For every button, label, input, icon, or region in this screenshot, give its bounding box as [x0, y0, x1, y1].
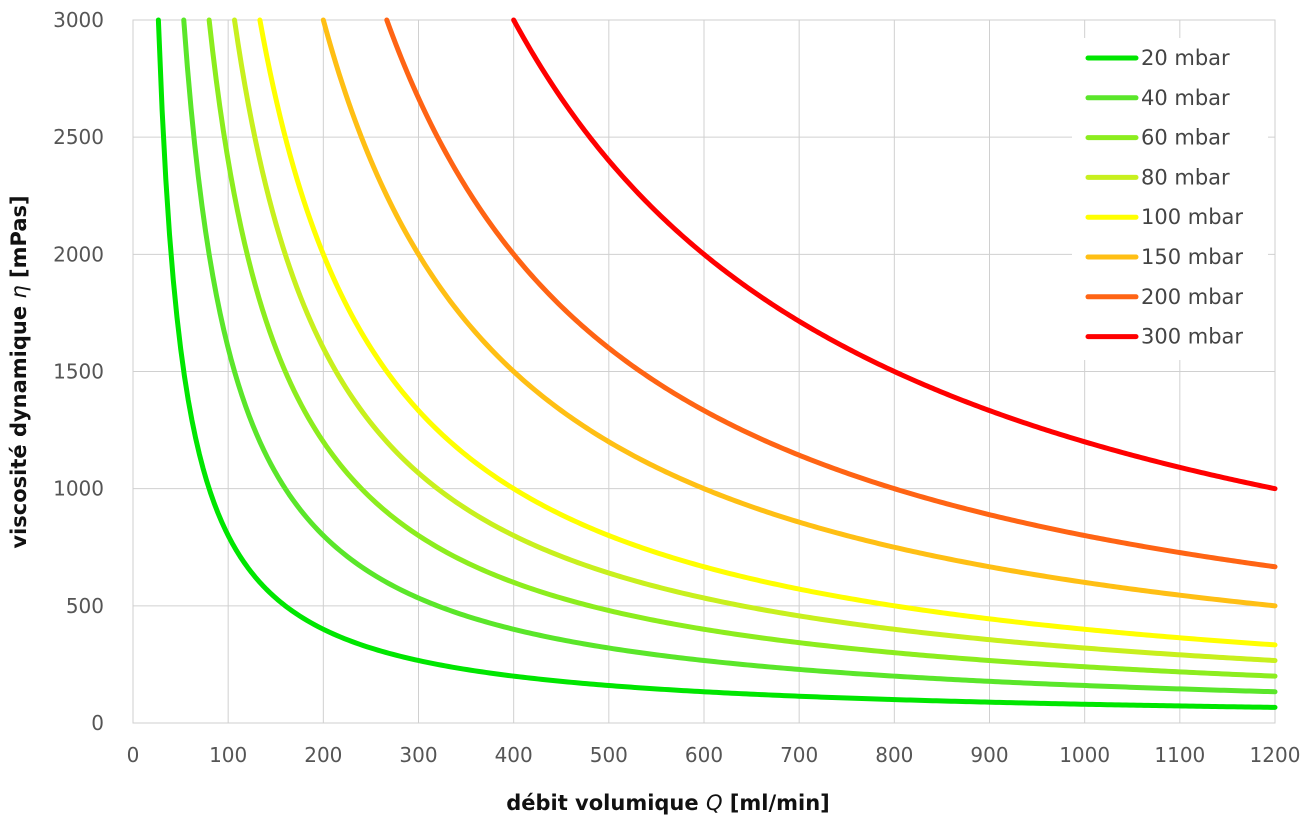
- series-lines: [155, 17, 1278, 710]
- x-tick-label: 900: [970, 743, 1008, 767]
- x-tick-label: 400: [495, 743, 533, 767]
- legend-label: 100 mbar: [1141, 205, 1243, 229]
- series-line-300-mbar: [511, 17, 1278, 492]
- x-tick-label: 800: [875, 743, 913, 767]
- x-tick-label: 100: [209, 743, 247, 767]
- legend: 20 mbar 40 mbar 60 mbar 80 mbar 100 mbar 150 …: [1072, 38, 1268, 360]
- plot-border: [132, 19, 1276, 724]
- x-tick-label: 1100: [1154, 743, 1205, 767]
- legend-label: 200 mbar: [1141, 285, 1243, 309]
- x-tick-label: 0: [127, 743, 140, 767]
- x-tick-label: 200: [304, 743, 342, 767]
- legend-label: 40 mbar: [1141, 86, 1230, 110]
- x-axis-title: débit volumique Q [ml/min]: [506, 791, 830, 815]
- legend-label: 80 mbar: [1141, 165, 1230, 189]
- x-axis-ticks: 0 100 200 300 400 500 600 700 800 900 1000 1100 1200: [127, 743, 1301, 767]
- legend-label: 300 mbar: [1141, 325, 1243, 349]
- y-tick-label: 0: [91, 711, 104, 735]
- series-line-20-mbar: [155, 17, 1278, 710]
- y-axis-ticks: 0 500 1000 1500 2000 2500 3000: [53, 8, 104, 735]
- legend-background: [1072, 38, 1268, 360]
- legend-label: 150 mbar: [1141, 245, 1243, 269]
- series-line-150-mbar: [320, 17, 1278, 609]
- x-tick-label: 700: [780, 743, 818, 767]
- y-tick-label: 500: [66, 594, 104, 618]
- y-tick-label: 1500: [53, 360, 104, 384]
- y-tick-label: 2000: [53, 242, 104, 266]
- y-tick-label: 1000: [53, 477, 104, 501]
- x-tick-label: 500: [590, 743, 628, 767]
- x-tick-label: 600: [685, 743, 723, 767]
- series-line-80-mbar: [232, 17, 1278, 664]
- series-line-40-mbar: [181, 17, 1278, 695]
- legend-label: 60 mbar: [1141, 126, 1230, 150]
- y-tick-label: 3000: [53, 8, 104, 32]
- legend-label: 20 mbar: [1141, 46, 1230, 70]
- x-tick-label: 1000: [1059, 743, 1110, 767]
- x-tick-label: 1200: [1250, 743, 1301, 767]
- x-tick-label: 300: [399, 743, 437, 767]
- series-line-200-mbar: [384, 17, 1278, 570]
- series-line-60-mbar: [206, 17, 1278, 679]
- series-line-100-mbar: [257, 17, 1278, 648]
- y-tick-label: 2500: [53, 125, 104, 149]
- y-axis-title: viscosité dynamique η [mPas]: [7, 195, 31, 548]
